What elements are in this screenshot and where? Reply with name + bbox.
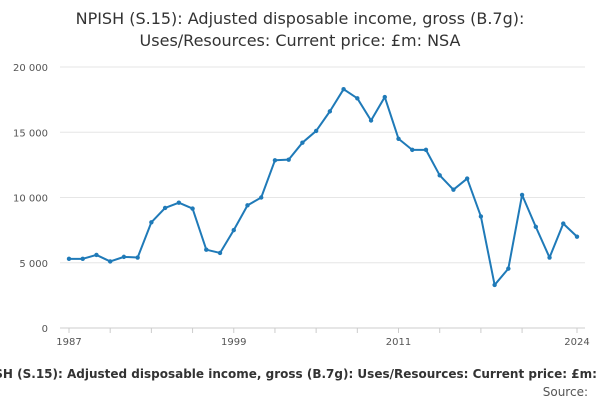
data-point-2002 bbox=[272, 158, 278, 163]
data-point-2005 bbox=[313, 128, 319, 134]
x-axis: 1987 1999 2011 2024 bbox=[56, 327, 590, 348]
y-tick-label-3: 15 000 bbox=[13, 128, 48, 139]
data-point-1990 bbox=[107, 259, 113, 264]
data-point-2010 bbox=[382, 94, 387, 100]
data-point-2016 bbox=[464, 176, 470, 181]
data-point-2019 bbox=[506, 266, 511, 271]
x-tick-label-1: 1999 bbox=[221, 337, 246, 348]
y-tick-label-1: 5 000 bbox=[19, 259, 48, 270]
data-point-1988 bbox=[80, 256, 85, 262]
x-tick-label-3: 2024 bbox=[564, 337, 589, 348]
source-label: Source: bbox=[543, 385, 588, 399]
series-line-0 bbox=[69, 88, 578, 286]
data-point-2007 bbox=[341, 86, 346, 92]
data-point-2022 bbox=[547, 255, 552, 260]
data-point-2009 bbox=[368, 118, 374, 123]
data-point-1999 bbox=[231, 227, 236, 233]
data-point-1995 bbox=[176, 200, 182, 205]
data-point-1996 bbox=[190, 206, 195, 211]
data-point-2001 bbox=[259, 195, 264, 200]
y-axis-tick-labels: 0 5 000 10 000 15 000 20 000 bbox=[13, 63, 48, 335]
data-point-2014 bbox=[437, 173, 442, 178]
y-tick-label-2: 10 000 bbox=[13, 194, 48, 205]
data-point-1991 bbox=[121, 254, 127, 260]
x-tick-label-0: 1987 bbox=[56, 337, 81, 348]
data-points bbox=[66, 86, 580, 288]
gridlines bbox=[60, 66, 585, 264]
data-point-2012 bbox=[410, 147, 415, 153]
data-point-2024 bbox=[574, 234, 580, 239]
x-tick-label-2: 2011 bbox=[386, 337, 411, 348]
y-tick-label-0: 0 bbox=[42, 324, 48, 335]
data-point-2017 bbox=[478, 214, 484, 219]
data-point-2020 bbox=[519, 192, 525, 198]
chart-caption: NPISH (S.15): Adjusted disposable income… bbox=[0, 367, 600, 381]
data-point-2006 bbox=[327, 109, 333, 114]
chart-title-line-1: NPISH (S.15): Adjusted disposable income… bbox=[76, 9, 525, 28]
data-point-1992 bbox=[135, 255, 140, 260]
data-point-2015 bbox=[451, 187, 456, 192]
data-point-2021 bbox=[533, 224, 539, 230]
data-point-1994 bbox=[162, 205, 168, 211]
data-point-1998 bbox=[217, 250, 223, 256]
data-point-2008 bbox=[355, 96, 360, 101]
data-point-2018 bbox=[492, 282, 497, 288]
data-point-2004 bbox=[300, 140, 305, 145]
data-point-2013 bbox=[423, 147, 429, 153]
data-point-2000 bbox=[245, 203, 250, 208]
data-point-1993 bbox=[149, 220, 154, 225]
series-line-group bbox=[69, 88, 578, 286]
data-point-2023 bbox=[561, 221, 566, 226]
data-point-2011 bbox=[396, 136, 401, 141]
data-point-1989 bbox=[94, 252, 99, 258]
data-point-1987 bbox=[66, 256, 72, 262]
data-point-1997 bbox=[204, 247, 209, 252]
chart-title-line-2: Uses/Resources: Current price: £m: NSA bbox=[140, 31, 461, 50]
y-tick-label-4: 20 000 bbox=[13, 63, 48, 74]
data-point-2003 bbox=[286, 157, 291, 162]
